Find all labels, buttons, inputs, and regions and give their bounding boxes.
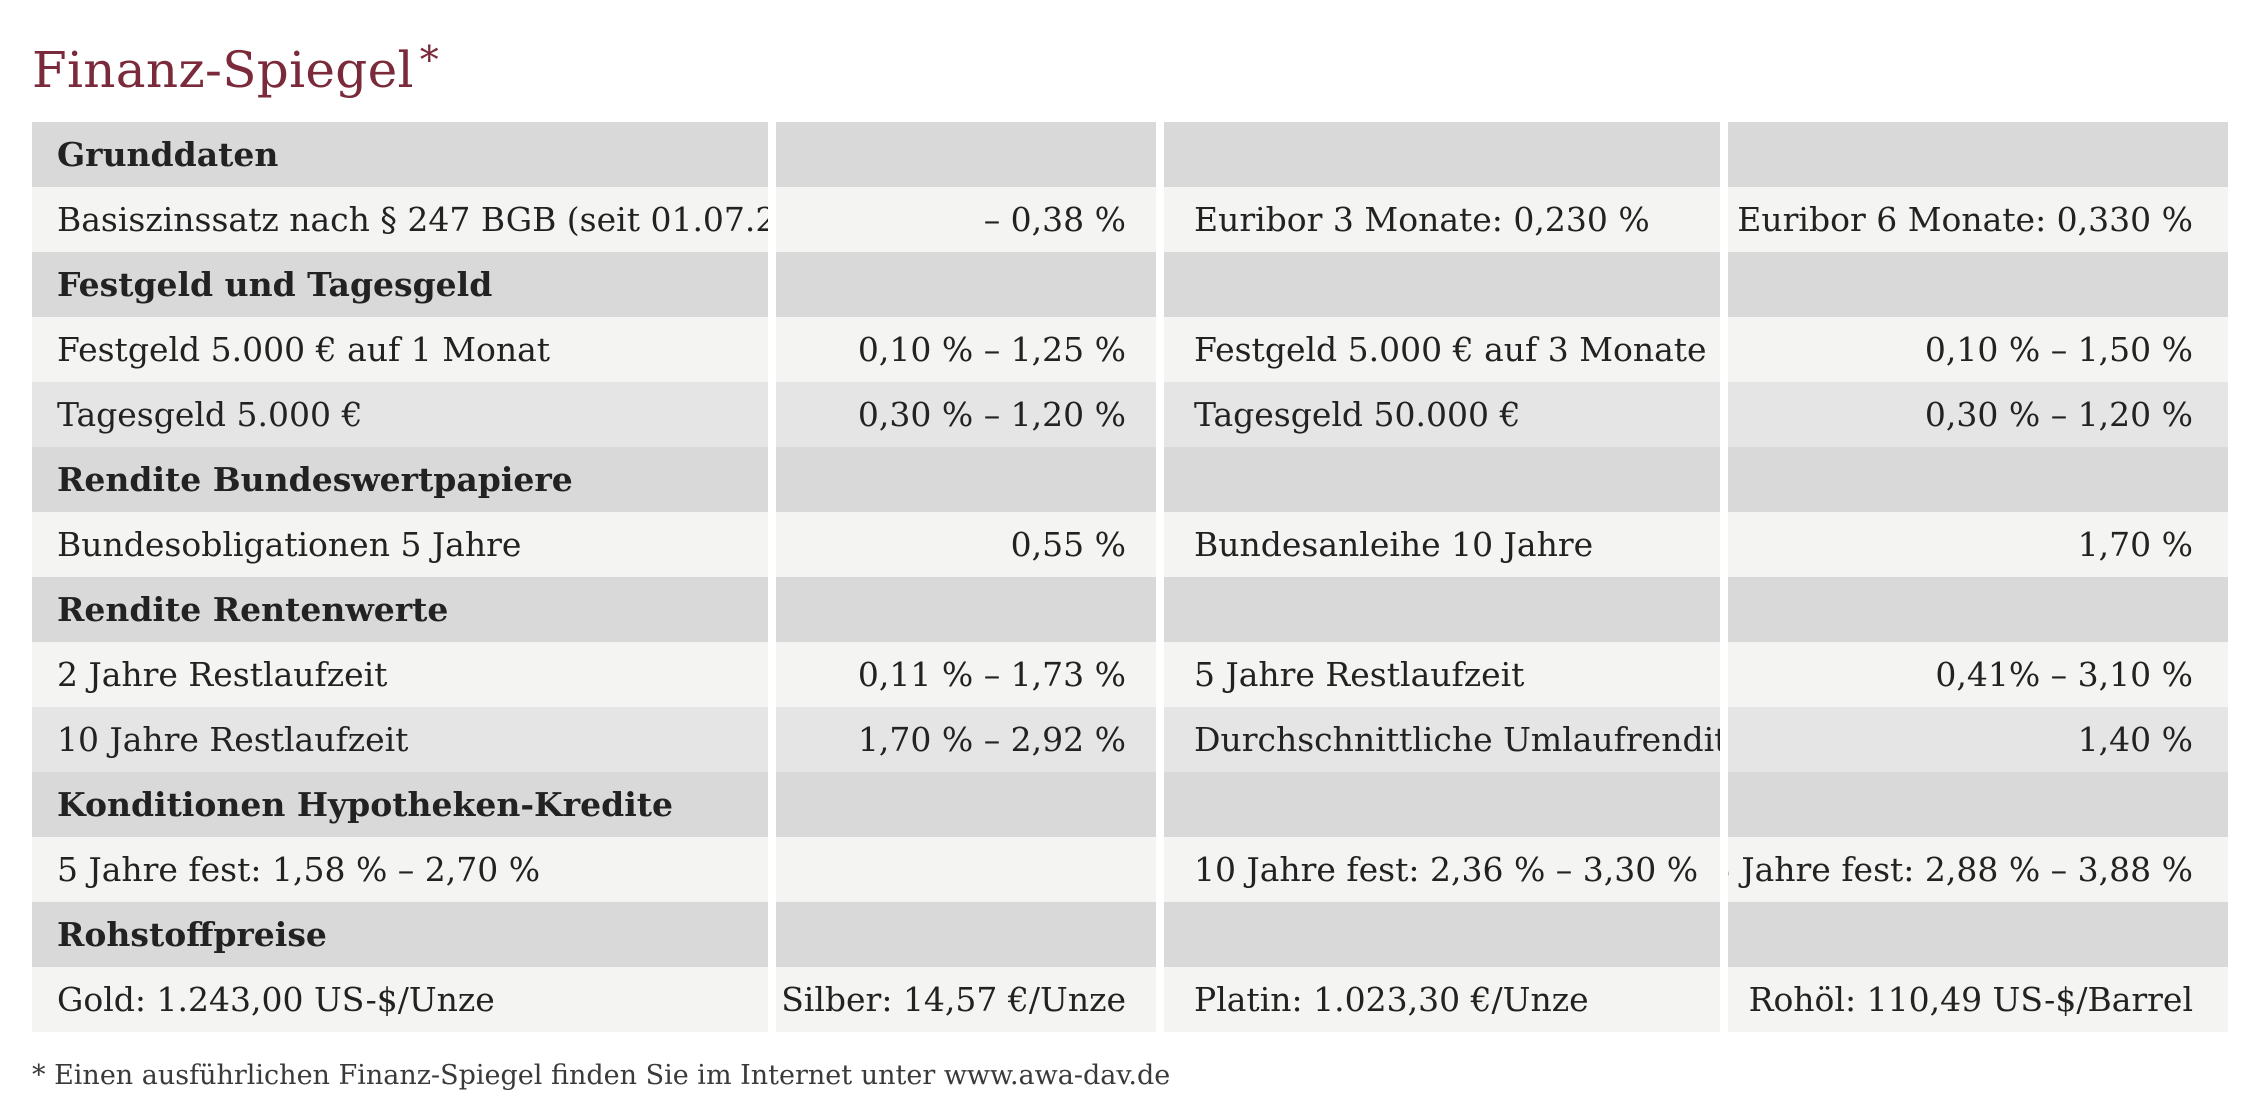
row-value-secondary: 0,41% – 3,10 % — [1728, 642, 2228, 707]
table-row: Gold: 1.243,00 US-$/Unze Silber: 14,57 €… — [32, 967, 2228, 1032]
table-cell — [776, 772, 1156, 837]
table-cell — [1728, 902, 2228, 967]
row-value: 0,30 % – 1,20 % — [776, 382, 1156, 447]
table-cell — [1728, 252, 2228, 317]
row-label-secondary: Tagesgeld 50.000 € — [1164, 382, 1720, 447]
table-row: 10 Jahre Restlaufzeit 1,70 % – 2,92 % Du… — [32, 707, 2228, 772]
row-value: 1,70 % – 2,92 % — [776, 707, 1156, 772]
table-cell — [776, 577, 1156, 642]
table-row: Bundesobligationen 5 Jahre 0,55 % Bundes… — [32, 512, 2228, 577]
section-row: Rohstoffpreise — [32, 902, 2228, 967]
row-label-secondary: Bundesanleihe 10 Jahre — [1164, 512, 1720, 577]
row-label: Gold: 1.243,00 US-$/Unze — [32, 967, 768, 1032]
table-row: 5 Jahre fest: 1,58 % – 2,70 % 10 Jahre f… — [32, 837, 2228, 902]
section-row: Festgeld und Tagesgeld — [32, 252, 2228, 317]
table-cell — [776, 122, 1156, 187]
section-heading: Rendite Rentenwerte — [32, 577, 768, 642]
row-value-secondary: Euribor 6 Monate: 0,330 % — [1728, 187, 2228, 252]
row-label: Basiszinssatz nach § 247 BGB (seit 01.07… — [32, 187, 768, 252]
row-label: 2 Jahre Restlaufzeit — [32, 642, 768, 707]
finance-table: Grunddaten Basiszinssatz nach § 247 BGB … — [32, 122, 2228, 1032]
table-cell — [1728, 122, 2228, 187]
row-label-secondary: 5 Jahre Restlaufzeit — [1164, 642, 1720, 707]
section-row: Rendite Rentenwerte — [32, 577, 2228, 642]
row-label: Tagesgeld 5.000 € — [32, 382, 768, 447]
row-value-secondary: 0,10 % – 1,50 % — [1728, 317, 2228, 382]
table-row: Festgeld 5.000 € auf 1 Monat 0,10 % – 1,… — [32, 317, 2228, 382]
row-value: Silber: 14,57 €/Unze — [776, 967, 1156, 1032]
table-row: 2 Jahre Restlaufzeit 0,11 % – 1,73 % 5 J… — [32, 642, 2228, 707]
table-row: Tagesgeld 5.000 € 0,30 % – 1,20 % Tagesg… — [32, 382, 2228, 447]
section-heading: Festgeld und Tagesgeld — [32, 252, 768, 317]
row-value-secondary: 1,70 % — [1728, 512, 2228, 577]
row-value — [776, 837, 1156, 902]
table-row: Basiszinssatz nach § 247 BGB (seit 01.07… — [32, 187, 2228, 252]
section-heading: Rohstoffpreise — [32, 902, 768, 967]
table-cell — [776, 447, 1156, 512]
table-cell — [1164, 902, 1720, 967]
section-row: Konditionen Hypotheken-Kredite — [32, 772, 2228, 837]
section-row: Grunddaten — [32, 122, 2228, 187]
row-value: 0,11 % – 1,73 % — [776, 642, 1156, 707]
section-heading: Grunddaten — [32, 122, 768, 187]
row-label: Bundesobligationen 5 Jahre — [32, 512, 768, 577]
table-cell — [1164, 577, 1720, 642]
footnote: * Einen ausführlichen Finanz-Spiegel fin… — [32, 1060, 1171, 1091]
table-cell — [1164, 447, 1720, 512]
row-value: 0,10 % – 1,25 % — [776, 317, 1156, 382]
section-heading: Konditionen Hypotheken-Kredite — [32, 772, 768, 837]
table-cell — [1728, 577, 2228, 642]
section-heading: Rendite Bundeswertpapiere — [32, 447, 768, 512]
page-title-text: Finanz-Spiegel — [32, 41, 414, 99]
row-label-secondary: Platin: 1.023,30 €/Unze — [1164, 967, 1720, 1032]
row-value-secondary: Rohöl: 110,49 US-$/Barrel — [1728, 967, 2228, 1032]
table-cell — [1164, 252, 1720, 317]
page-title: Finanz-Spiegel * — [32, 38, 439, 99]
table-cell — [1728, 772, 2228, 837]
table-cell — [1164, 122, 1720, 187]
row-label-secondary: 10 Jahre fest: 2,36 % – 3,30 % — [1164, 837, 1720, 902]
row-value-secondary: 0,30 % – 1,20 % — [1728, 382, 2228, 447]
table-cell — [1728, 447, 2228, 512]
table-cell — [776, 902, 1156, 967]
section-row: Rendite Bundeswertpapiere — [32, 447, 2228, 512]
row-label-secondary: Euribor 3 Monate: 0,230 % — [1164, 187, 1720, 252]
row-value: – 0,38 % — [776, 187, 1156, 252]
row-label: Festgeld 5.000 € auf 1 Monat — [32, 317, 768, 382]
row-label: 5 Jahre fest: 1,58 % – 2,70 % — [32, 837, 768, 902]
row-value-secondary: 1,40 % — [1728, 707, 2228, 772]
row-value-secondary: 15 Jahre fest: 2,88 % – 3,88 % — [1728, 837, 2228, 902]
row-label: 10 Jahre Restlaufzeit — [32, 707, 768, 772]
row-value: 0,55 % — [776, 512, 1156, 577]
table-cell — [1164, 772, 1720, 837]
row-label-secondary: Durchschnittliche Umlaufrendite — [1164, 707, 1720, 772]
title-footnote-mark: * — [419, 38, 440, 82]
row-label-secondary: Festgeld 5.000 € auf 3 Monate — [1164, 317, 1720, 382]
table-cell — [776, 252, 1156, 317]
